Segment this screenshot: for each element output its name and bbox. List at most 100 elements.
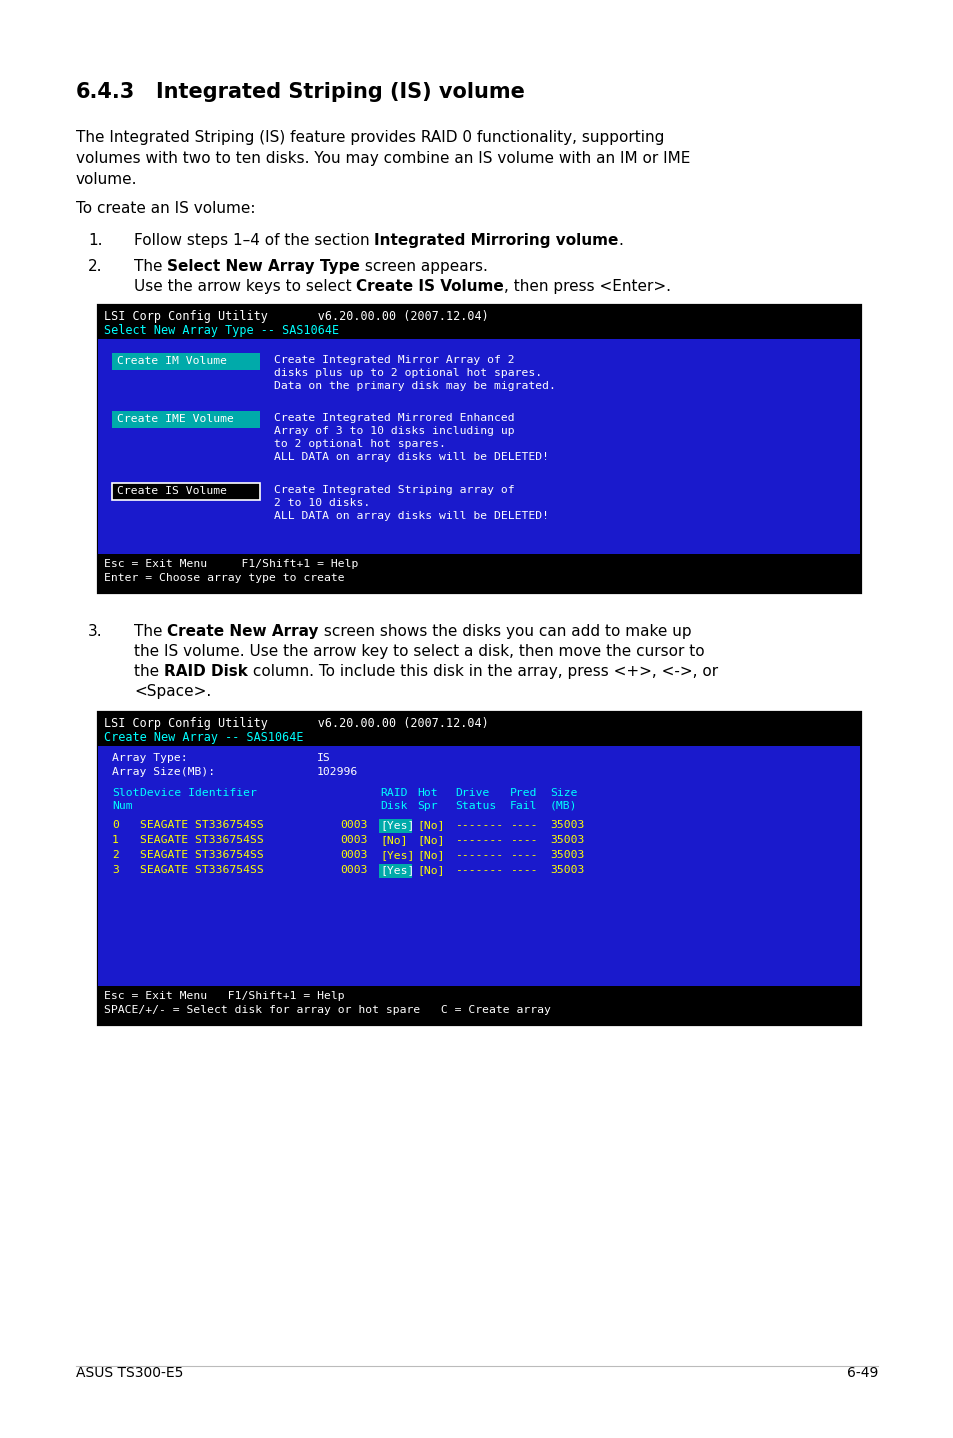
Text: 35003: 35003	[550, 835, 584, 846]
Text: Status: Status	[455, 801, 496, 811]
Text: 6-49: 6-49	[845, 1366, 877, 1380]
Text: Array Type:: Array Type:	[112, 754, 188, 764]
Text: [No]: [No]	[379, 835, 407, 846]
Text: 0003: 0003	[339, 850, 367, 860]
Text: -------: -------	[455, 835, 502, 846]
Text: screen shows the disks you can add to make up: screen shows the disks you can add to ma…	[318, 624, 691, 638]
Text: Select New Array Type: Select New Array Type	[167, 259, 360, 275]
Bar	[98, 305, 859, 339]
Text: RAID: RAID	[379, 788, 407, 798]
Text: Pred: Pred	[510, 788, 537, 798]
Text: Drive: Drive	[455, 788, 489, 798]
Text: Create Integrated Mirrored Enhanced: Create Integrated Mirrored Enhanced	[274, 413, 514, 423]
Text: -------: -------	[455, 866, 502, 874]
Bar	[378, 820, 412, 833]
Text: <Space>.: <Space>.	[133, 684, 211, 699]
Text: to 2 optional hot spares.: to 2 optional hot spares.	[274, 439, 445, 449]
Text: Num: Num	[112, 801, 132, 811]
Text: .: .	[618, 233, 623, 247]
Text: Create New Array -- SAS1064E: Create New Array -- SAS1064E	[104, 731, 303, 743]
Text: 3: 3	[112, 866, 119, 874]
Text: 2 to 10 disks.: 2 to 10 disks.	[274, 498, 370, 508]
Text: the IS volume. Use the arrow key to select a disk, then move the cursor to: the IS volume. Use the arrow key to sele…	[133, 644, 704, 659]
Text: The: The	[133, 624, 167, 638]
Text: Spr: Spr	[416, 801, 437, 811]
Text: 1: 1	[112, 835, 119, 846]
Text: [Yes]: [Yes]	[379, 866, 414, 874]
Text: 0003: 0003	[339, 866, 367, 874]
Text: LSI Corp Config Utility       v6.20.00.00 (2007.12.04): LSI Corp Config Utility v6.20.00.00 (200…	[104, 311, 488, 324]
Text: volumes with two to ten disks. You may combine an IS volume with an IM or IME: volumes with two to ten disks. You may c…	[76, 151, 690, 165]
Text: (MB): (MB)	[550, 801, 577, 811]
Text: Integrated Mirroring volume: Integrated Mirroring volume	[375, 233, 618, 247]
Text: 35003: 35003	[550, 850, 584, 860]
Text: The Integrated Striping (IS) feature provides RAID 0 functionality, supporting: The Integrated Striping (IS) feature pro…	[76, 129, 663, 145]
Bar	[98, 554, 859, 592]
Text: the: the	[133, 664, 164, 679]
Text: 2.: 2.	[88, 259, 102, 275]
Text: Enter = Choose array type to create: Enter = Choose array type to create	[104, 572, 344, 582]
Bar	[98, 746, 859, 986]
Text: Use the arrow keys to select: Use the arrow keys to select	[133, 279, 356, 293]
Text: Select New Array Type -- SAS1064E: Select New Array Type -- SAS1064E	[104, 324, 338, 336]
Bar	[378, 864, 412, 879]
Text: Create Integrated Striping array of: Create Integrated Striping array of	[274, 485, 514, 495]
Text: 102996: 102996	[316, 766, 358, 777]
Text: RAID Disk: RAID Disk	[164, 664, 248, 679]
Text: 0003: 0003	[339, 835, 367, 846]
Text: [No]: [No]	[416, 850, 444, 860]
Text: SEAGATE ST336754SS: SEAGATE ST336754SS	[140, 820, 263, 830]
Text: LSI Corp Config Utility       v6.20.00.00 (2007.12.04): LSI Corp Config Utility v6.20.00.00 (200…	[104, 718, 488, 731]
Bar	[112, 352, 260, 370]
Text: ----: ----	[510, 866, 537, 874]
Text: Create New Array: Create New Array	[167, 624, 318, 638]
Text: Create IS Volume: Create IS Volume	[117, 486, 227, 496]
Text: Array of 3 to 10 disks including up: Array of 3 to 10 disks including up	[274, 426, 514, 436]
Text: [No]: [No]	[416, 820, 444, 830]
Text: Data on the primary disk may be migrated.: Data on the primary disk may be migrated…	[274, 381, 556, 391]
Bar	[98, 339, 859, 554]
Text: disks plus up to 2 optional hot spares.: disks plus up to 2 optional hot spares.	[274, 368, 541, 378]
Text: Disk: Disk	[379, 801, 407, 811]
Text: Hot: Hot	[416, 788, 437, 798]
Bar	[95, 709, 862, 1027]
Bar	[112, 411, 260, 429]
Text: , then press <Enter>.: , then press <Enter>.	[504, 279, 671, 293]
Text: Follow steps 1–4 of the section: Follow steps 1–4 of the section	[133, 233, 375, 247]
Text: 3.: 3.	[88, 624, 103, 638]
Text: volume.: volume.	[76, 173, 137, 187]
Text: 0003: 0003	[339, 820, 367, 830]
Text: -------: -------	[455, 820, 502, 830]
Bar	[95, 302, 862, 595]
Text: Create IM Volume: Create IM Volume	[117, 357, 227, 367]
Text: ASUS TS300-E5: ASUS TS300-E5	[76, 1366, 183, 1380]
Text: ALL DATA on array disks will be DELETED!: ALL DATA on array disks will be DELETED!	[274, 452, 548, 462]
Text: Esc = Exit Menu   F1/Shift+1 = Help: Esc = Exit Menu F1/Shift+1 = Help	[104, 991, 344, 1001]
Text: [Yes]: [Yes]	[379, 820, 414, 830]
Text: -------: -------	[455, 850, 502, 860]
Text: Create IS Volume: Create IS Volume	[356, 279, 504, 293]
Text: 6.4.3: 6.4.3	[76, 82, 135, 102]
Bar	[98, 986, 859, 1024]
Text: 0: 0	[112, 820, 119, 830]
Text: SPACE/+/- = Select disk for array or hot spare   C = Create array: SPACE/+/- = Select disk for array or hot…	[104, 1005, 550, 1015]
Text: To create an IS volume:: To create an IS volume:	[76, 201, 255, 216]
Text: Create Integrated Mirror Array of 2: Create Integrated Mirror Array of 2	[274, 355, 514, 365]
Text: Create IME Volume: Create IME Volume	[117, 414, 233, 424]
Text: column. To include this disk in the array, press <+>, <->, or: column. To include this disk in the arra…	[248, 664, 718, 679]
Text: SEAGATE ST336754SS: SEAGATE ST336754SS	[140, 850, 263, 860]
Text: Integrated Striping (IS) volume: Integrated Striping (IS) volume	[156, 82, 524, 102]
Text: [No]: [No]	[416, 835, 444, 846]
Text: 1.: 1.	[88, 233, 102, 247]
Text: SEAGATE ST336754SS: SEAGATE ST336754SS	[140, 866, 263, 874]
Text: Array Size(MB):: Array Size(MB):	[112, 766, 214, 777]
Text: Esc = Exit Menu     F1/Shift+1 = Help: Esc = Exit Menu F1/Shift+1 = Help	[104, 559, 358, 569]
Text: Fail: Fail	[510, 801, 537, 811]
Text: Device Identifier: Device Identifier	[140, 788, 256, 798]
Text: ALL DATA on array disks will be DELETED!: ALL DATA on array disks will be DELETED!	[274, 510, 548, 521]
Text: ----: ----	[510, 820, 537, 830]
Text: 2: 2	[112, 850, 119, 860]
Text: [Yes]: [Yes]	[379, 850, 414, 860]
Text: screen appears.: screen appears.	[360, 259, 488, 275]
Text: Size: Size	[550, 788, 577, 798]
